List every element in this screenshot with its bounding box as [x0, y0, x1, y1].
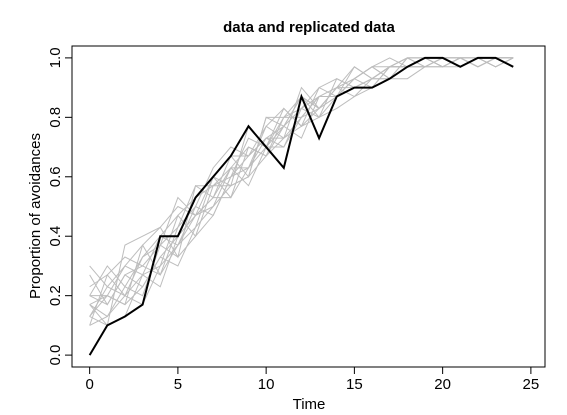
- replicated-series-line-13: [89, 57, 514, 327]
- plot-area: [71, 45, 546, 368]
- x-tick-label-0: 0: [85, 376, 93, 393]
- y-tick-label-1: 0.2: [47, 285, 64, 306]
- observed-series-group: [88, 56, 514, 356]
- x-axis: 0 5 10 15 20 25: [85, 367, 539, 393]
- x-tick-label-5: 5: [174, 376, 182, 393]
- x-axis-label: Time: [293, 396, 326, 413]
- y-axis-label: Proportion of avoidances: [27, 133, 44, 299]
- x-tick-label-15: 15: [346, 376, 363, 393]
- y-tick-label-3: 0.6: [47, 166, 64, 187]
- chart-title: data and replicated data: [223, 19, 395, 36]
- y-tick-label-4: 0.8: [47, 107, 64, 128]
- observed-series-line: [88, 56, 514, 356]
- plot-frame: [71, 45, 546, 368]
- y-tick-label-2: 0.4: [47, 226, 64, 247]
- y-axis: 0.0 0.2 0.4 0.6 0.8 1.0: [47, 47, 72, 366]
- x-tick-label-20: 20: [434, 376, 451, 393]
- y-tick-label-5: 1.0: [47, 47, 64, 68]
- y-tick-label-0: 0.0: [47, 345, 64, 366]
- x-tick-label-25: 25: [523, 376, 540, 393]
- x-tick-label-10: 10: [258, 376, 275, 393]
